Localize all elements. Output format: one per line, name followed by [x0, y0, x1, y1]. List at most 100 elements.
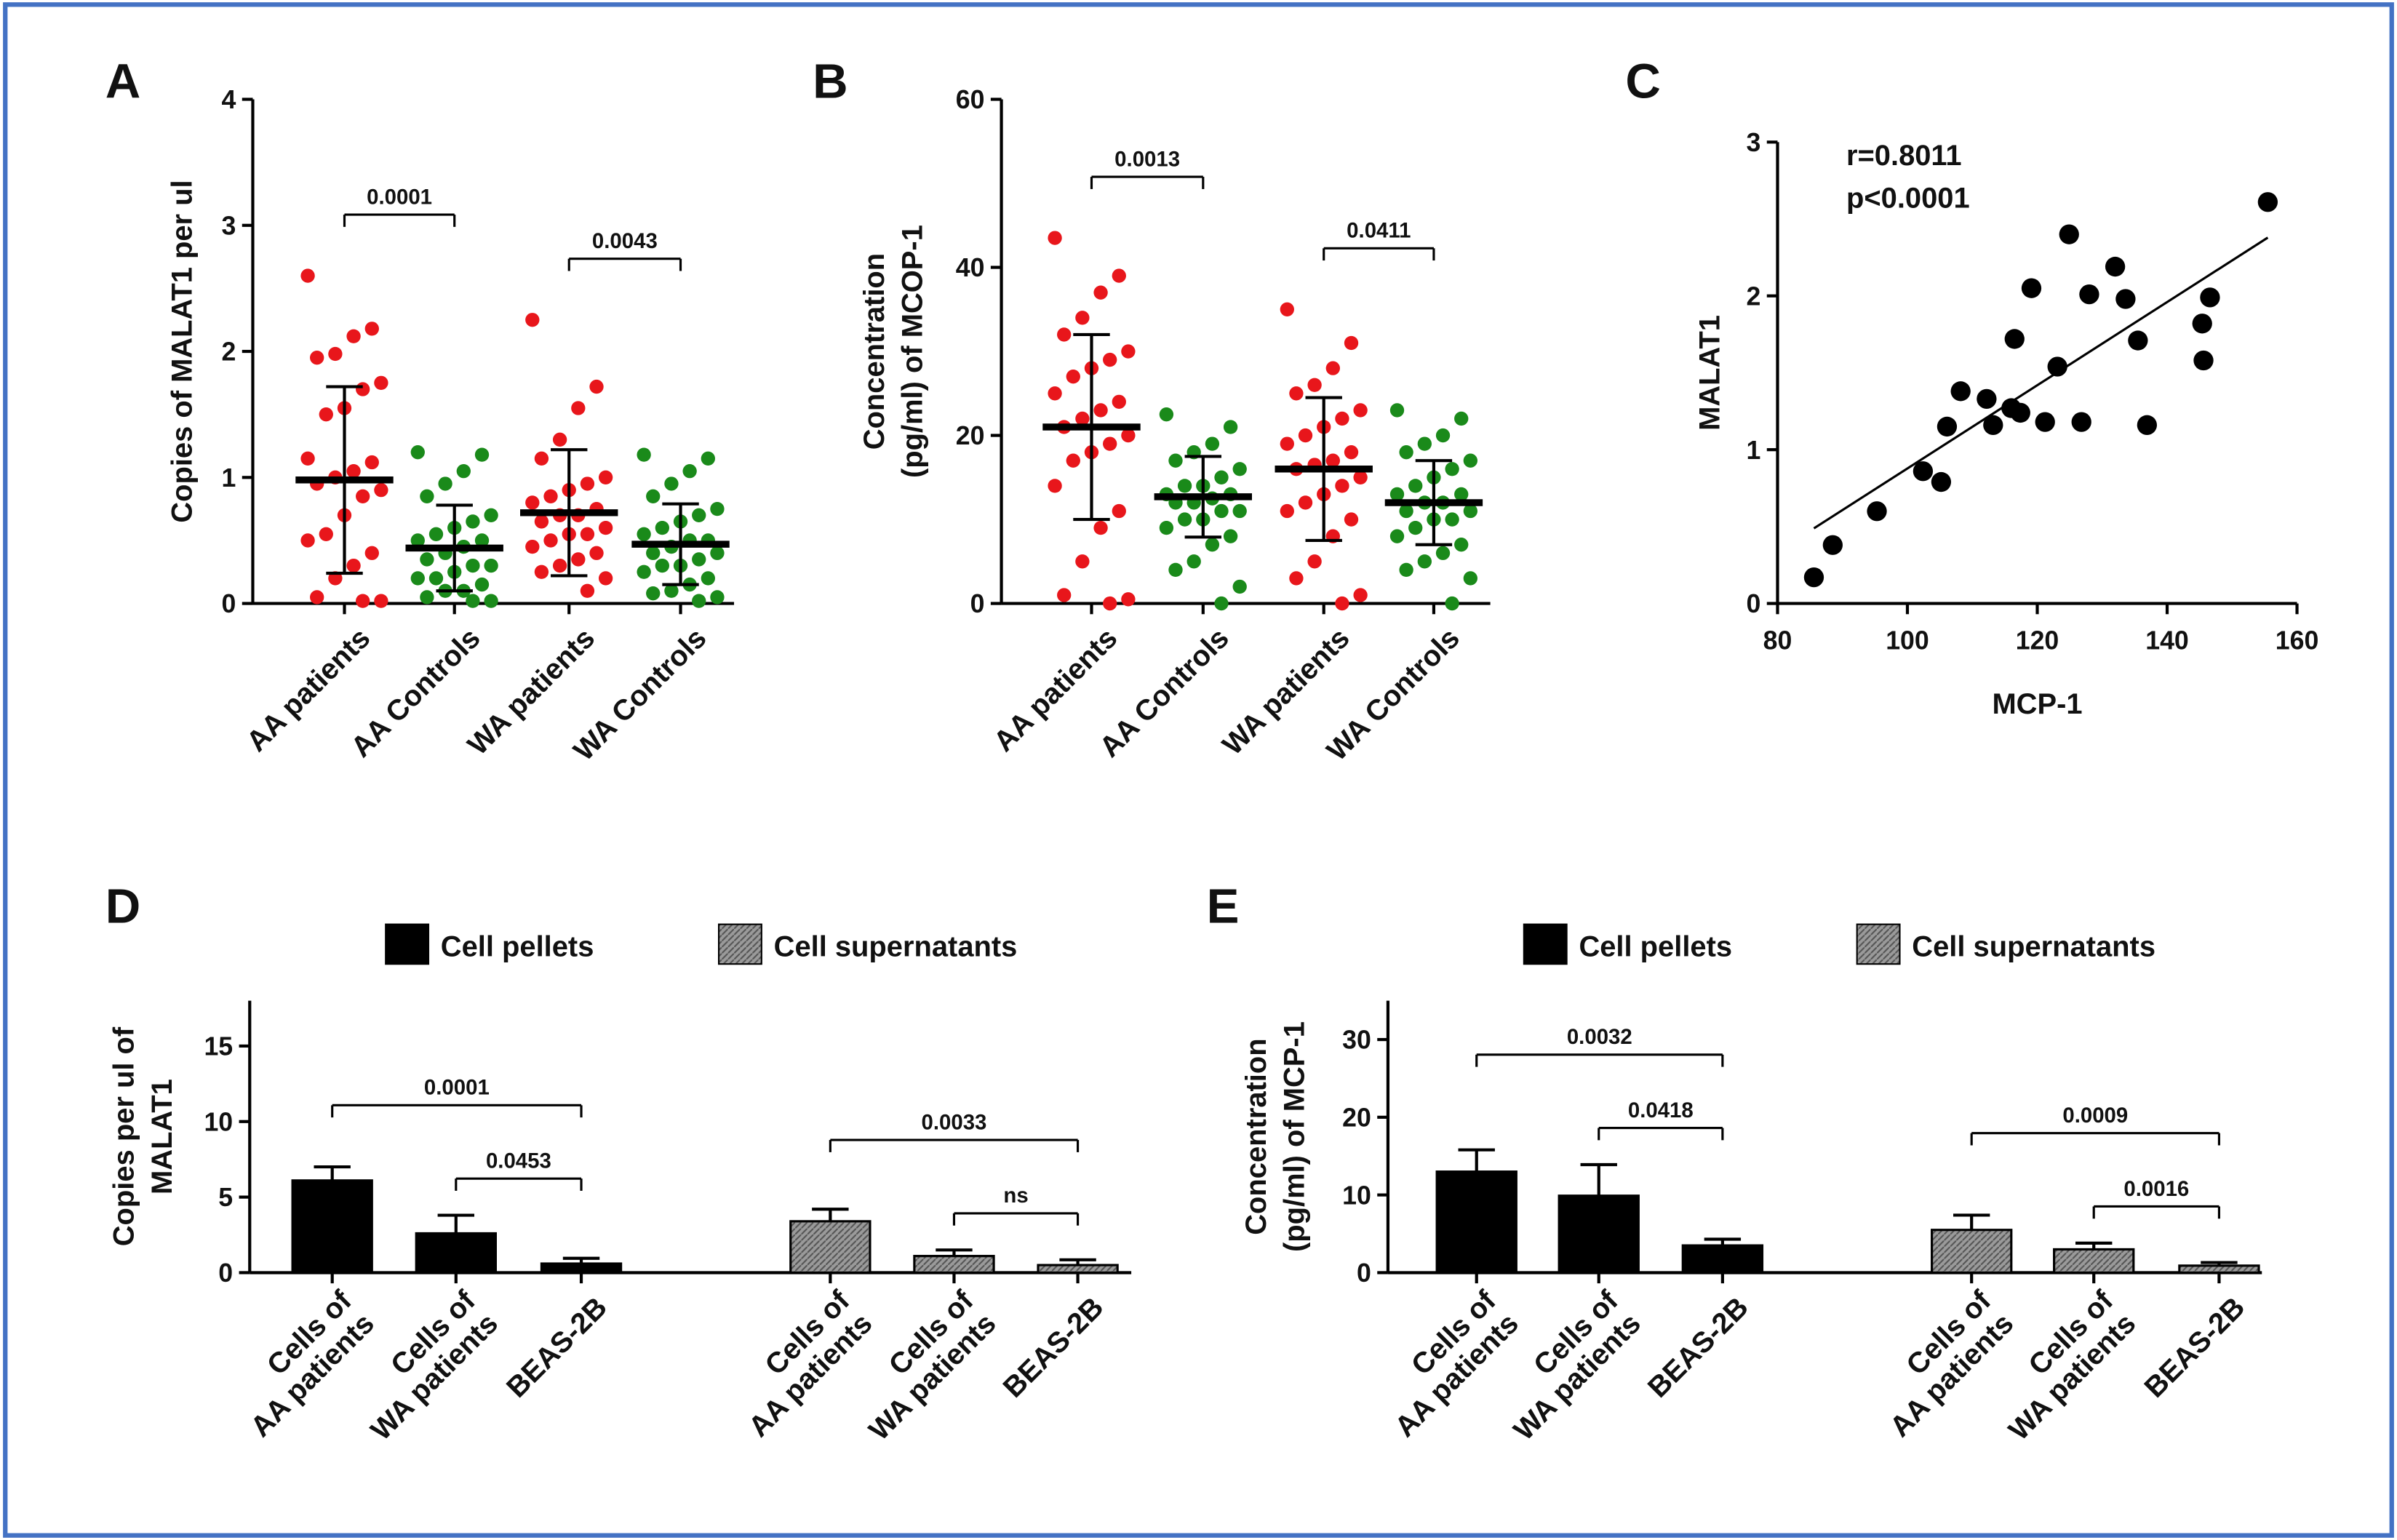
legend-label: Cell supernatants [774, 931, 1018, 963]
bar [415, 1232, 497, 1274]
dot [692, 508, 706, 522]
point [2193, 350, 2214, 371]
dot [456, 463, 471, 479]
dot [364, 546, 379, 560]
dot [1057, 588, 1072, 602]
x-tick-label: 120 [2016, 626, 2059, 655]
dot [646, 586, 661, 601]
y-tick-label: 0 [218, 1258, 233, 1288]
dot [1121, 428, 1136, 443]
dot [571, 401, 586, 415]
bar [2178, 1264, 2260, 1274]
legend-swatch [385, 923, 430, 965]
dot [552, 432, 567, 447]
y-tick-label: 5 [218, 1183, 233, 1212]
y-tick-label: 20 [956, 421, 985, 450]
y-tick-label: 0 [1357, 1258, 1371, 1288]
point [1931, 471, 1952, 492]
dot [1075, 311, 1090, 325]
panel-letter: C [1625, 54, 1661, 108]
dot [1112, 394, 1126, 410]
dot [319, 407, 333, 422]
dot [1121, 592, 1136, 607]
dot [534, 451, 549, 466]
point [2079, 284, 2099, 305]
dot [710, 546, 725, 560]
fit-line [1813, 236, 2269, 530]
annotation: p<0.0001 [1846, 183, 1970, 215]
p-value: 0.0418 [1628, 1098, 1694, 1122]
bar [913, 1255, 995, 1274]
dot [364, 455, 379, 470]
dot [1344, 444, 1359, 460]
x-axis-title: MCP-1 [1992, 688, 2082, 720]
dot [420, 489, 434, 503]
dot [484, 558, 498, 573]
dot [410, 533, 425, 548]
dot [1177, 479, 1192, 493]
dot [310, 351, 324, 365]
dot [1232, 579, 1247, 594]
dot [1445, 512, 1459, 527]
dot [1408, 520, 1423, 535]
dot [598, 470, 613, 484]
p-value: 0.0009 [2062, 1104, 2128, 1128]
dot [328, 346, 343, 362]
dot [1463, 571, 1477, 586]
point [2059, 224, 2079, 244]
dot [410, 444, 425, 460]
point [1913, 461, 1934, 482]
dot [466, 594, 480, 608]
dot [1463, 453, 1477, 468]
dot [655, 520, 669, 535]
dot [1408, 479, 1423, 493]
dot [1298, 428, 1313, 443]
dot [655, 558, 669, 573]
p-value: 0.0453 [486, 1149, 551, 1173]
dot [571, 552, 586, 567]
dot [1159, 407, 1174, 422]
dot [580, 527, 595, 541]
point [1983, 415, 2003, 435]
dot [1307, 378, 1322, 392]
dot [1325, 361, 1340, 375]
dot [1112, 503, 1126, 519]
dot [598, 571, 613, 586]
dot [1048, 479, 1062, 493]
frame [3, 2, 2394, 1538]
y-tick-label: 0 [970, 589, 985, 618]
y-tick-label: 2 [1747, 282, 1761, 311]
y-tick-label: 0 [1747, 589, 1761, 618]
panel-letter: D [105, 879, 141, 934]
bar [540, 1262, 623, 1274]
dot [1214, 503, 1229, 519]
dot [484, 508, 498, 522]
y-tick-label: 15 [204, 1032, 233, 1061]
point [2200, 287, 2220, 308]
dot [1048, 231, 1062, 245]
dot [1232, 462, 1247, 476]
dot [1103, 436, 1117, 451]
dot [1335, 596, 1349, 611]
dot [1075, 554, 1090, 569]
dot [1344, 512, 1359, 527]
bar [1037, 1264, 1119, 1274]
y-axis-title: Copies of MALAT1 per ul [166, 180, 198, 522]
dot [664, 583, 679, 598]
point [1822, 535, 1843, 555]
dot [1214, 470, 1229, 484]
bar [1931, 1229, 2013, 1274]
point [2192, 314, 2212, 334]
dot [1307, 554, 1322, 569]
point [2115, 289, 2136, 309]
p-value: 0.0016 [2123, 1177, 2189, 1201]
legend-swatch [1523, 923, 1568, 965]
dot [701, 451, 715, 466]
y-tick-label: 3 [1747, 128, 1761, 157]
dot [1112, 268, 1126, 283]
legend-swatch [717, 923, 762, 965]
dot [1205, 538, 1220, 552]
y-tick-label: 20 [1342, 1103, 1371, 1132]
dot [1075, 411, 1090, 426]
dot [1232, 503, 1247, 519]
